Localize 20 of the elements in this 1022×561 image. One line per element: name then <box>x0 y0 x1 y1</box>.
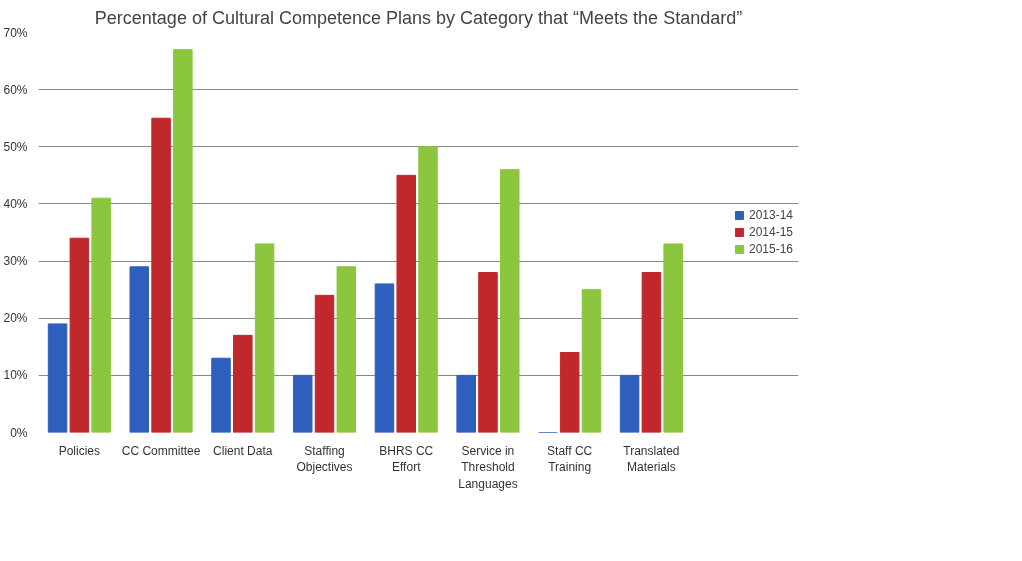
x-tick-label: BHRS CC Effort <box>379 443 434 475</box>
legend-label: 2015-16 <box>748 242 793 256</box>
x-tick-label: CC Committee <box>121 443 201 458</box>
x-tick-label: Client Data <box>213 443 273 458</box>
y-tick-label: 20% <box>3 311 28 326</box>
legend-label: 2014-15 <box>748 225 793 239</box>
x-tick-label: Staff CC Training <box>547 443 593 475</box>
y-tick-label: 30% <box>3 254 28 269</box>
x-tick-label: Service in Threshold Languages <box>458 443 518 492</box>
y-tick-label: 10% <box>3 368 28 383</box>
y-tick-label: 50% <box>3 139 28 154</box>
y-tick-label: 60% <box>3 82 28 97</box>
x-tick-label: Staffing Objectives <box>296 443 353 475</box>
x-tick-label: Policies <box>58 443 101 458</box>
chart-title: Percentage of Cultural Competence Plans by Category that “Meets the Standard” <box>94 7 743 28</box>
legend-label: 2013-14 <box>748 208 793 222</box>
y-tick-label: 40% <box>3 196 28 211</box>
y-tick-label: 0% <box>10 425 28 440</box>
x-tick-label: Translated Materials <box>623 443 680 475</box>
y-tick-label: 70% <box>3 25 28 40</box>
